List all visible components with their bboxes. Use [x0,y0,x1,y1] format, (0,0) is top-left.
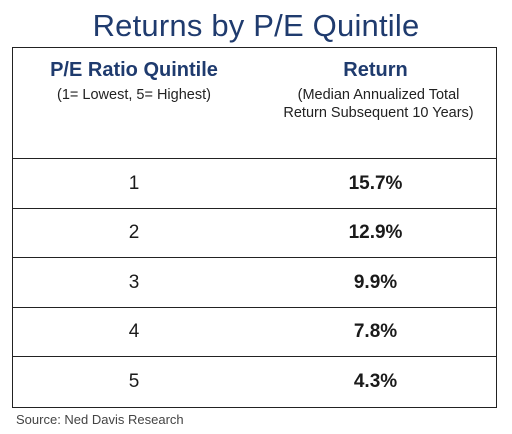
return-subheader: (Median Annualized Total Return Subseque… [283,87,474,121]
quintile-cell: 4 [128,321,140,342]
quintile-cell: 2 [128,222,140,243]
table-header: P/E Ratio Quintile (1= Lowest, 5= Highes… [13,48,496,159]
quintile-header-cell: P/E Ratio Quintile (1= Lowest, 5= Highes… [13,48,255,158]
quintile-cell: 3 [128,271,140,293]
return-cell: 12.9% [348,222,403,243]
quintile-header: P/E Ratio Quintile [50,59,218,81]
table-row: 5 4.3% [13,357,496,407]
page-title: Returns by P/E Quintile [92,8,420,43]
table-row: 4 7.8% [13,308,496,357]
return-cell: 4.3% [353,371,398,392]
return-cell: 9.9% [353,271,398,293]
return-cell: 15.7% [348,172,403,194]
return-header-cell: Return (Median Annualized Total Return S… [255,48,496,158]
return-header: Return [343,59,408,81]
table-row: 3 9.9% [13,258,496,308]
return-cell: 7.8% [353,321,398,342]
table-row: 1 15.7% [13,159,496,209]
returns-table: P/E Ratio Quintile (1= Lowest, 5= Highes… [12,47,497,408]
quintile-cell: 1 [128,172,140,194]
quintile-cell: 5 [128,371,140,392]
quintile-subheader: (1= Lowest, 5= Highest) [57,87,211,103]
source-note: Source: Ned Davis Research [16,412,184,427]
table-row: 2 12.9% [13,209,496,258]
